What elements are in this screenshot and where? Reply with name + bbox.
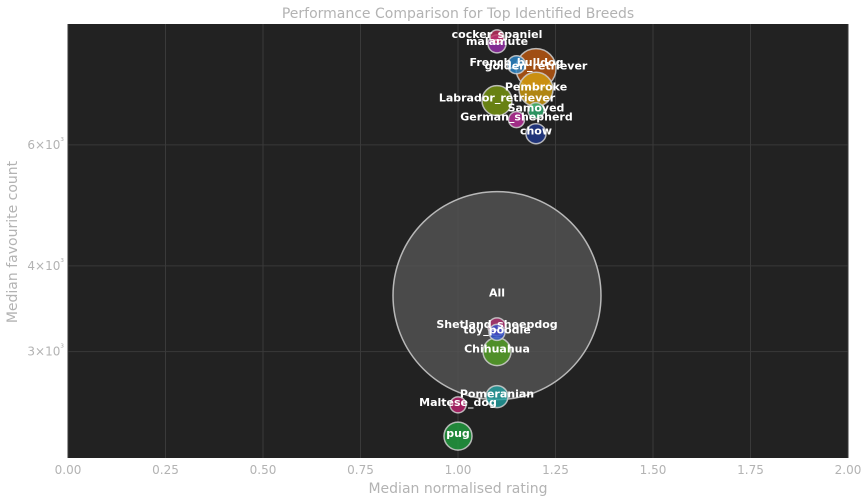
bubble-label-pug: pug (446, 427, 470, 440)
y-tick-label: 3×10³ (27, 344, 64, 359)
y-tick-label: 4×10³ (27, 258, 64, 273)
bubble-chow (525, 122, 547, 145)
chart-title: Performance Comparison for Top Identifie… (282, 6, 634, 22)
x-tick-label: 1.00 (445, 463, 472, 477)
bubble-label-chihuahua: Chihuahua (464, 343, 530, 356)
bubble-pug (443, 421, 473, 451)
bubble-label-shetland-sheepdog: Shetland_sheepdog (436, 318, 557, 331)
x-tick-label: 2.00 (835, 463, 862, 477)
x-tick-label: 1.75 (737, 463, 764, 477)
bubble-label-labrador-retriever: Labrador_retriever (439, 92, 556, 105)
x-tick-label: 0.25 (152, 463, 179, 477)
bubble-label-all: All (489, 287, 505, 300)
bubble-label-malamute: malamute (466, 35, 528, 48)
y-tick-labels: 3×10³ 4×10³ 6×10³ (27, 137, 64, 359)
x-tick-label: 0.00 (55, 463, 82, 477)
bubble-label-cocker-spaniel: cocker_spaniel (452, 28, 543, 41)
bubble-labrador-retriever (481, 84, 513, 117)
bubble-toy-poodle (488, 323, 506, 342)
bubble-pomeranian (485, 384, 509, 409)
x-tick-label: 1.25 (542, 463, 569, 477)
bubble-german-shepherd (507, 110, 526, 129)
bubble-label-pembroke: Pembroke (505, 80, 567, 93)
bubble-label-pomeranian: Pomeranian (460, 388, 534, 401)
x-tick-label: 0.75 (347, 463, 374, 477)
y-tick-label: 6×10³ (27, 137, 64, 152)
bubble-cocker-spaniel (489, 29, 505, 45)
bubble-label-golden-retriever: golden_retriever (485, 60, 588, 73)
x-tick-labels: 0.00 0.25 0.50 0.75 1.00 1.25 1.50 1.75 2.00 (55, 463, 862, 477)
bubble-french-bulldog (506, 55, 527, 75)
y-axis-label: Median favourite count (5, 160, 21, 323)
bubble-label-chow: chow (520, 125, 552, 138)
bubble-maltese-dog (449, 396, 467, 414)
bubble-label-maltese-dog: Maltese_dog (419, 396, 497, 409)
bubble-samoyed (527, 101, 545, 120)
x-tick-label: 1.50 (640, 463, 667, 477)
x-axis-label: Median normalised rating (368, 481, 547, 497)
bubbles (392, 29, 602, 451)
bubble-label-toy-poodle: toy_poodle (463, 323, 531, 336)
bubble-label-french-bulldog: French_bulldog (470, 56, 564, 69)
x-tick-label: 0.50 (250, 463, 277, 477)
bubble-label-samoyed: Samoyed (508, 102, 565, 115)
bubble-label-german-shepherd: German_shepherd (460, 111, 572, 124)
